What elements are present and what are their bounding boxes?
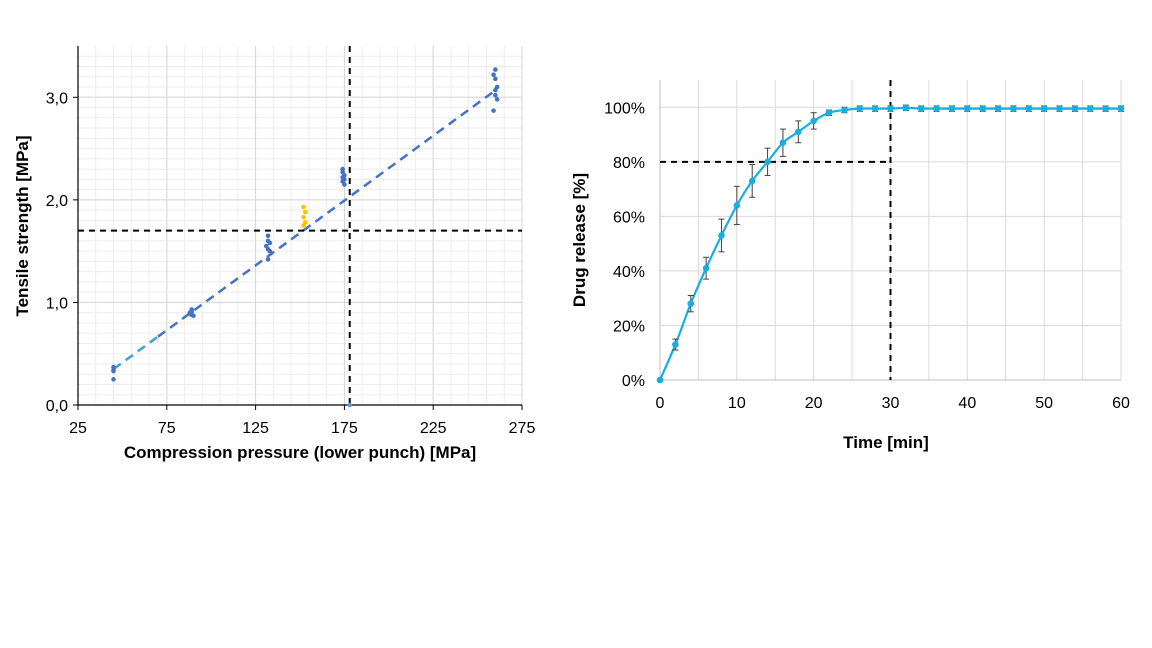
- data-point: [267, 240, 273, 246]
- y-tick-label: 80%: [613, 155, 645, 172]
- data-point: [342, 182, 347, 187]
- data-point: [493, 92, 498, 98]
- data-point: [191, 313, 196, 319]
- x-tick-label: 0: [656, 395, 665, 412]
- data-point: [1086, 105, 1094, 112]
- data-point: [267, 248, 273, 254]
- data-point: [656, 376, 664, 384]
- data-point: [795, 128, 802, 136]
- y-tick-label: 2,0: [46, 193, 68, 210]
- y-tick-label: 1,0: [46, 295, 68, 312]
- data-point: [825, 109, 833, 117]
- x-tick-label: 75: [158, 420, 176, 437]
- data-point: [871, 105, 879, 112]
- data-point: [493, 87, 498, 93]
- data-point: [810, 117, 817, 125]
- data-point: [887, 105, 894, 112]
- y-tick-label: 100%: [604, 100, 645, 117]
- data-point: [1071, 105, 1079, 112]
- y-tick-label: 60%: [613, 209, 645, 226]
- data-point: [748, 177, 756, 185]
- data-point: [779, 139, 787, 147]
- y-tick-label: 20%: [613, 318, 645, 335]
- data-point: [303, 209, 308, 215]
- data-point: [347, 402, 353, 408]
- data-point: [902, 104, 910, 112]
- data-point: [1102, 105, 1109, 112]
- data-point: [702, 264, 710, 272]
- data-point: [1117, 105, 1125, 112]
- y-tick-label: 3,0: [46, 90, 68, 107]
- x-tick-label: 175: [331, 420, 358, 437]
- fit-line-segment: [112, 335, 159, 371]
- data-point: [1056, 105, 1063, 112]
- fit-line-segment: [157, 88, 498, 338]
- data-point: [979, 105, 986, 112]
- data-point: [841, 106, 848, 114]
- data-point: [672, 341, 679, 348]
- data-point: [948, 105, 956, 112]
- data-point: [964, 105, 971, 112]
- data-point: [917, 105, 925, 112]
- x-tick-label: 275: [509, 420, 536, 437]
- left-y-axis-label: Tensile strength [MPa]: [13, 135, 32, 316]
- x-tick-label: 40: [958, 395, 976, 412]
- data-point: [301, 223, 306, 228]
- tensile-strength-chart: 25 75 125 175 225 275 0,0 1,0 2,0 3,0: [46, 46, 536, 437]
- data-point: [687, 300, 695, 307]
- drug-release-chart: 0 10 20 30 40 50 60 0% 20% 40% 60% 80% 100%: [604, 80, 1130, 412]
- data-point: [265, 233, 271, 239]
- right-x-axis-label: Time [min]: [843, 433, 929, 452]
- data-point: [111, 368, 116, 374]
- data-point: [491, 72, 496, 78]
- x-tick-label: 20: [805, 395, 823, 412]
- y-tick-label: 0,0: [46, 398, 68, 415]
- x-tick-label: 60: [1112, 395, 1130, 412]
- data-point: [764, 158, 771, 166]
- data-point: [994, 105, 1002, 112]
- x-tick-label: 25: [69, 420, 87, 437]
- data-point: [265, 257, 271, 262]
- data-point: [491, 108, 496, 113]
- x-tick-label: 50: [1035, 395, 1053, 412]
- x-tick-label: 225: [420, 420, 447, 437]
- left-x-axis-label: Compression pressure (lower punch) [MPa]: [124, 443, 476, 462]
- data-point: [301, 214, 306, 220]
- x-tick-label: 30: [882, 395, 900, 412]
- data-point: [933, 105, 940, 112]
- y-tick-label: 0%: [622, 373, 645, 390]
- data-point: [1010, 105, 1017, 112]
- x-tick-label: 125: [242, 420, 269, 437]
- right-y-axis-label: Drug release [%]: [570, 173, 589, 307]
- data-point: [301, 204, 306, 210]
- data-point: [856, 105, 864, 112]
- data-point: [733, 202, 741, 209]
- data-point: [493, 76, 498, 82]
- data-point: [718, 232, 725, 239]
- x-tick-label: 10: [728, 395, 746, 412]
- data-point: [111, 377, 116, 382]
- y-tick-label: 40%: [613, 264, 645, 281]
- data-point: [494, 97, 500, 102]
- data-point: [493, 67, 498, 72]
- data-point: [1025, 105, 1033, 112]
- data-point: [1040, 105, 1048, 112]
